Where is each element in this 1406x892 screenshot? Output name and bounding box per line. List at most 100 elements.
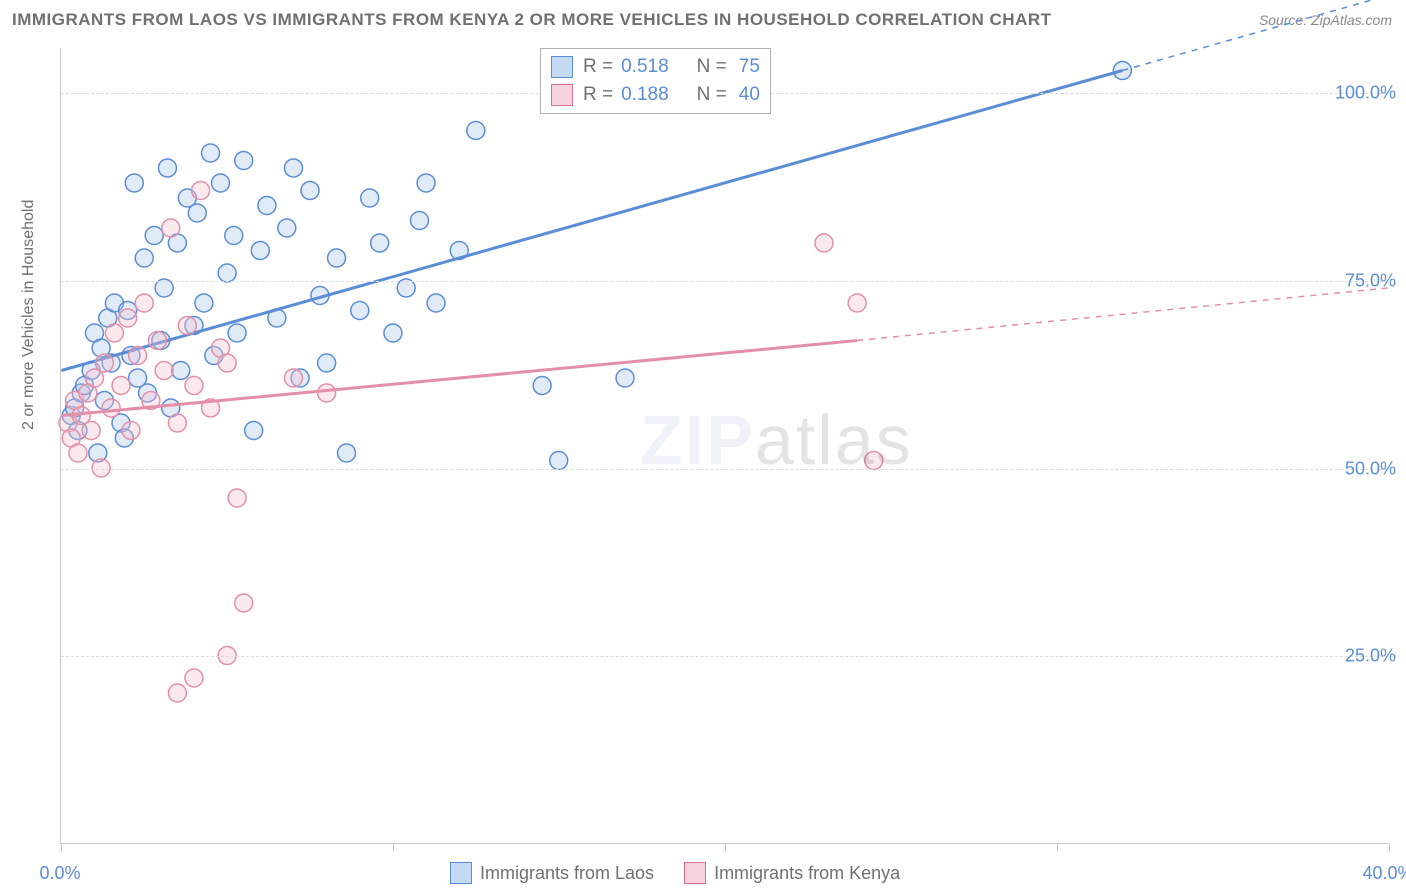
x-tick: [61, 843, 62, 851]
source-attribution: Source: ZipAtlas.com: [1259, 12, 1392, 28]
data-point: [112, 377, 130, 395]
data-point: [550, 452, 568, 470]
data-point: [616, 369, 634, 387]
data-point: [168, 684, 186, 702]
data-point: [815, 234, 833, 252]
legend-row: R = 0.188 N = 40: [551, 81, 760, 109]
data-point: [328, 249, 346, 267]
data-point: [212, 174, 230, 192]
legend-n-value: 75: [739, 53, 760, 81]
x-tick: [1389, 843, 1390, 851]
data-point: [284, 369, 302, 387]
data-point: [251, 242, 269, 260]
data-point: [195, 294, 213, 312]
legend-swatch: [684, 862, 706, 884]
data-point: [245, 422, 263, 440]
regression-line-extrapolated: [1122, 0, 1387, 71]
data-point: [228, 489, 246, 507]
data-point: [235, 152, 253, 170]
chart-title: IMMIGRANTS FROM LAOS VS IMMIGRANTS FROM …: [12, 10, 1052, 30]
data-point: [135, 249, 153, 267]
data-point: [69, 444, 87, 462]
regression-line-extrapolated: [857, 288, 1388, 341]
legend-swatch: [551, 56, 573, 78]
data-point: [848, 294, 866, 312]
data-point: [105, 324, 123, 342]
x-tick: [1057, 843, 1058, 851]
data-point: [135, 294, 153, 312]
data-point: [185, 377, 203, 395]
regression-line: [61, 71, 1122, 371]
y-axis-label: 2 or more Vehicles in Household: [20, 200, 38, 430]
x-tick-label: 0.0%: [39, 863, 80, 884]
gridline: [61, 281, 1388, 282]
data-point: [188, 204, 206, 222]
data-point: [351, 302, 369, 320]
legend-n-label: N =: [697, 53, 727, 81]
x-tick-label: 40.0%: [1362, 863, 1406, 884]
data-point: [149, 332, 167, 350]
data-point: [202, 144, 220, 162]
data-point: [361, 189, 379, 207]
data-point: [410, 212, 428, 230]
data-point: [533, 377, 551, 395]
data-point: [371, 234, 389, 252]
y-tick-label: 75.0%: [1345, 270, 1396, 291]
data-point: [225, 227, 243, 245]
data-point: [102, 399, 120, 417]
data-point: [338, 444, 356, 462]
data-point: [417, 174, 435, 192]
data-point: [301, 182, 319, 200]
legend-label: Immigrants from Kenya: [714, 863, 900, 884]
data-point: [384, 324, 402, 342]
legend-n-value: 40: [739, 81, 760, 109]
data-point: [278, 219, 296, 237]
legend-item: Immigrants from Kenya: [684, 862, 900, 884]
legend-correlation: R = 0.518 N = 75 R = 0.188 N = 40: [540, 48, 771, 114]
legend-r-value: 0.188: [621, 81, 669, 109]
data-point: [235, 594, 253, 612]
legend-r-value: 0.518: [621, 53, 669, 81]
data-point: [82, 422, 100, 440]
gridline: [61, 469, 1388, 470]
legend-n-label: N =: [697, 81, 727, 109]
legend-r-label: R =: [583, 81, 613, 109]
data-point: [172, 362, 190, 380]
data-point: [192, 182, 210, 200]
legend-label: Immigrants from Laos: [480, 863, 654, 884]
data-point: [218, 264, 236, 282]
data-point: [95, 354, 113, 372]
data-point: [178, 317, 196, 335]
data-point: [158, 159, 176, 177]
data-point: [284, 159, 302, 177]
data-point: [258, 197, 276, 215]
legend-item: Immigrants from Laos: [450, 862, 654, 884]
legend-row: R = 0.518 N = 75: [551, 53, 760, 81]
legend-r-label: R =: [583, 53, 613, 81]
data-point: [427, 294, 445, 312]
data-point: [228, 324, 246, 342]
data-point: [467, 122, 485, 140]
legend-swatch: [450, 862, 472, 884]
y-tick-label: 25.0%: [1345, 646, 1396, 667]
data-point: [122, 422, 140, 440]
plot-area: [60, 48, 1388, 844]
data-point: [168, 414, 186, 432]
data-point: [145, 227, 163, 245]
data-point: [318, 384, 336, 402]
data-point: [119, 309, 137, 327]
data-point: [125, 174, 143, 192]
data-point: [129, 347, 147, 365]
legend-swatch: [551, 84, 573, 106]
legend-series: Immigrants from Laos Immigrants from Keny…: [450, 862, 900, 884]
gridline: [61, 656, 1388, 657]
data-point: [162, 219, 180, 237]
data-point: [865, 452, 883, 470]
y-tick-label: 50.0%: [1345, 458, 1396, 479]
chart-svg: [61, 48, 1388, 843]
data-point: [218, 354, 236, 372]
data-point: [318, 354, 336, 372]
y-tick-label: 100.0%: [1335, 83, 1396, 104]
data-point: [155, 362, 173, 380]
x-tick: [725, 843, 726, 851]
